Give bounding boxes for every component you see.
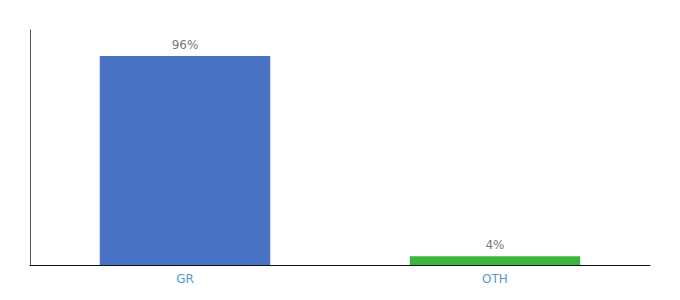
- svg-text:OTH: OTH: [482, 272, 508, 286]
- svg-text:96%: 96%: [172, 38, 199, 52]
- svg-text:GR: GR: [176, 272, 194, 286]
- svg-text:4%: 4%: [485, 238, 504, 252]
